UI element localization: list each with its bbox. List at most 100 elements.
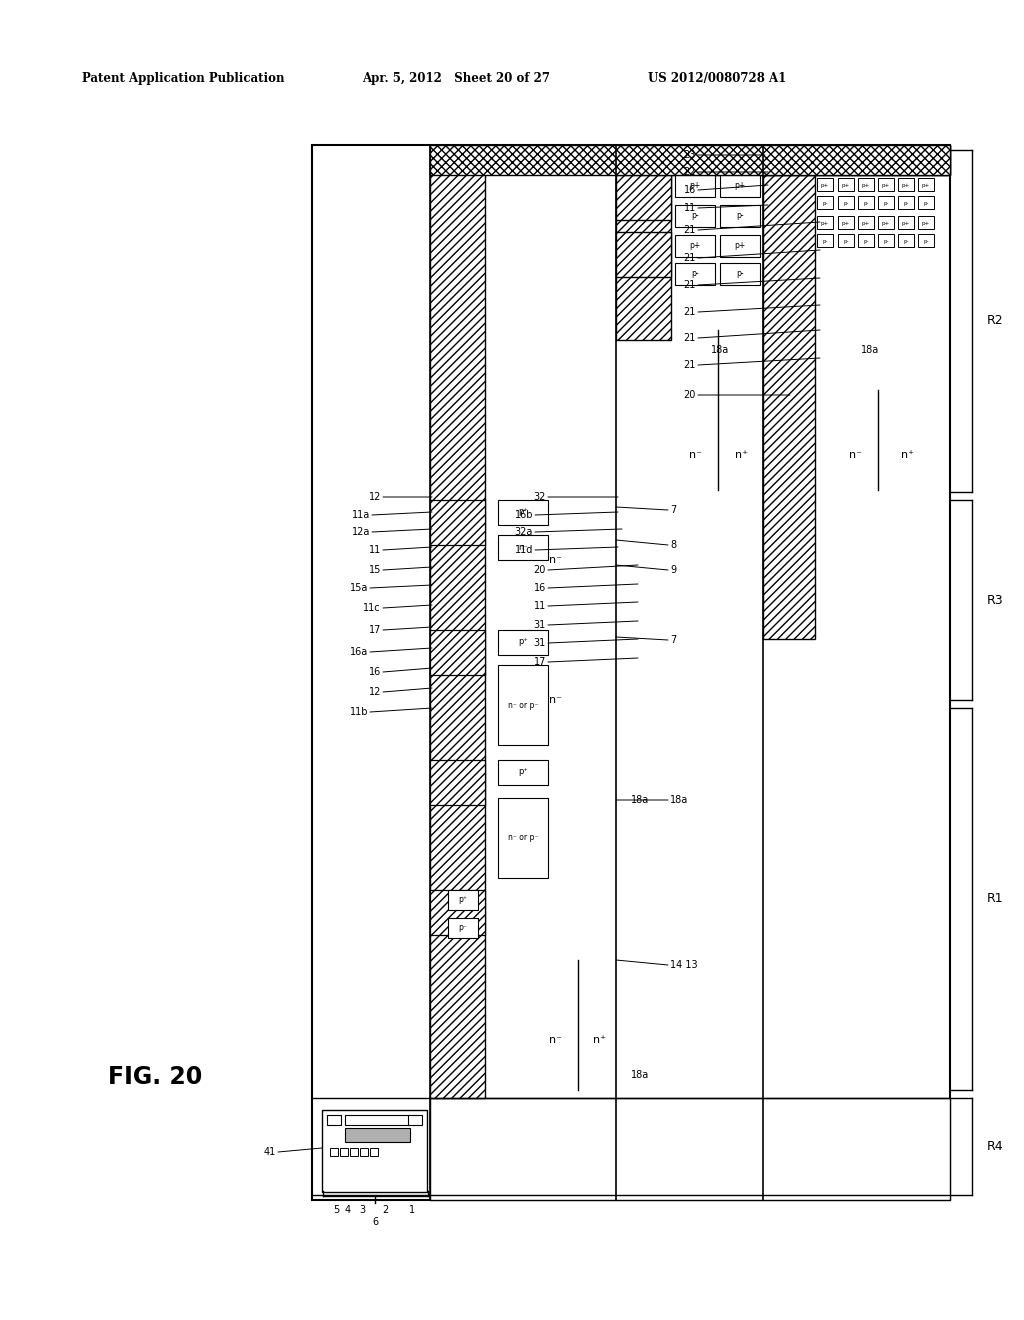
Text: 41: 41: [264, 1147, 276, 1158]
Bar: [616, 232, 671, 277]
Text: R4: R4: [987, 1139, 1004, 1152]
Bar: [898, 195, 914, 209]
Text: p-: p-: [863, 201, 868, 206]
Text: 15a: 15a: [349, 583, 368, 593]
Text: n⁻: n⁻: [850, 450, 862, 459]
Bar: [878, 178, 894, 191]
Text: p-: p-: [924, 239, 929, 243]
Bar: [898, 216, 914, 228]
Text: p+: p+: [734, 181, 745, 190]
Bar: [720, 205, 760, 227]
Text: 4: 4: [345, 1205, 351, 1214]
Text: Apr. 5, 2012   Sheet 20 of 27: Apr. 5, 2012 Sheet 20 of 27: [362, 73, 550, 84]
Text: p⁺: p⁺: [518, 638, 528, 647]
Text: p-: p-: [884, 201, 889, 206]
Text: 21: 21: [684, 333, 696, 343]
Bar: [817, 195, 833, 209]
Text: 17: 17: [534, 657, 546, 667]
Bar: [838, 178, 854, 191]
Text: 14 13: 14 13: [670, 960, 697, 970]
Text: R1: R1: [987, 892, 1004, 906]
Text: 21: 21: [684, 308, 696, 317]
Text: R2: R2: [987, 314, 1004, 327]
Text: p+: p+: [821, 220, 829, 226]
Bar: [858, 234, 874, 247]
Bar: [498, 760, 548, 785]
Bar: [918, 178, 934, 191]
Text: 8: 8: [670, 540, 676, 550]
Text: n⁻ or p⁻: n⁻ or p⁻: [508, 833, 539, 842]
Text: n⁻: n⁻: [518, 543, 528, 552]
Text: 7: 7: [670, 635, 676, 645]
Bar: [878, 234, 894, 247]
Text: 18a: 18a: [711, 345, 729, 355]
Text: 12: 12: [369, 492, 381, 502]
Bar: [918, 216, 934, 228]
Bar: [370, 1148, 378, 1156]
Text: 5: 5: [333, 1205, 339, 1214]
Bar: [616, 145, 950, 176]
Bar: [878, 216, 894, 228]
Text: 21: 21: [684, 280, 696, 290]
Bar: [350, 1148, 358, 1156]
Bar: [898, 234, 914, 247]
Text: Patent Application Publication: Patent Application Publication: [82, 73, 285, 84]
Text: 16: 16: [369, 667, 381, 677]
Bar: [498, 665, 548, 744]
Text: 16: 16: [684, 185, 696, 195]
Text: p⁺: p⁺: [459, 895, 468, 904]
Text: p-: p-: [736, 211, 743, 220]
Text: p-: p-: [691, 211, 698, 220]
Bar: [675, 263, 715, 285]
Bar: [498, 535, 548, 560]
Bar: [360, 1148, 368, 1156]
Text: p+: p+: [862, 182, 870, 187]
Bar: [430, 760, 485, 805]
Text: n⁻: n⁻: [549, 696, 561, 705]
Text: p-: p-: [863, 239, 868, 243]
Text: p+: p+: [689, 181, 700, 190]
Text: 21: 21: [684, 224, 696, 235]
Text: 12a: 12a: [351, 527, 370, 537]
Bar: [763, 145, 950, 176]
Text: n⁺: n⁺: [735, 450, 749, 459]
Text: 7: 7: [670, 506, 676, 515]
Text: p-: p-: [884, 239, 889, 243]
Bar: [720, 235, 760, 257]
Bar: [878, 195, 894, 209]
Text: R3: R3: [987, 594, 1004, 606]
Text: n⁺: n⁺: [901, 450, 914, 459]
Text: US 2012/0080728 A1: US 2012/0080728 A1: [648, 73, 786, 84]
Text: 15: 15: [369, 565, 381, 576]
Text: 2: 2: [382, 1205, 388, 1214]
Text: p+: p+: [882, 220, 890, 226]
Bar: [675, 176, 715, 197]
Bar: [763, 145, 815, 639]
Bar: [838, 216, 854, 228]
Text: p+: p+: [842, 182, 850, 187]
Text: p-: p-: [903, 239, 908, 243]
Text: 16a: 16a: [350, 647, 368, 657]
Bar: [918, 195, 934, 209]
Text: p+: p+: [734, 242, 745, 251]
Bar: [498, 630, 548, 655]
Bar: [720, 176, 760, 197]
Text: 16: 16: [534, 583, 546, 593]
Text: 22: 22: [683, 168, 696, 177]
Text: n⁻ or p⁻: n⁻ or p⁻: [508, 701, 539, 710]
Bar: [858, 216, 874, 228]
Bar: [498, 500, 548, 525]
Bar: [817, 234, 833, 247]
Text: 20: 20: [684, 389, 696, 400]
Text: p-: p-: [736, 269, 743, 279]
Text: 11c: 11c: [364, 603, 381, 612]
Text: 18a: 18a: [631, 1071, 649, 1080]
Bar: [322, 1110, 427, 1192]
Bar: [345, 1115, 410, 1125]
Text: p⁺: p⁺: [518, 507, 528, 516]
Bar: [858, 178, 874, 191]
Bar: [817, 216, 833, 228]
Bar: [430, 145, 950, 176]
Bar: [817, 178, 833, 191]
Text: 9: 9: [670, 565, 676, 576]
